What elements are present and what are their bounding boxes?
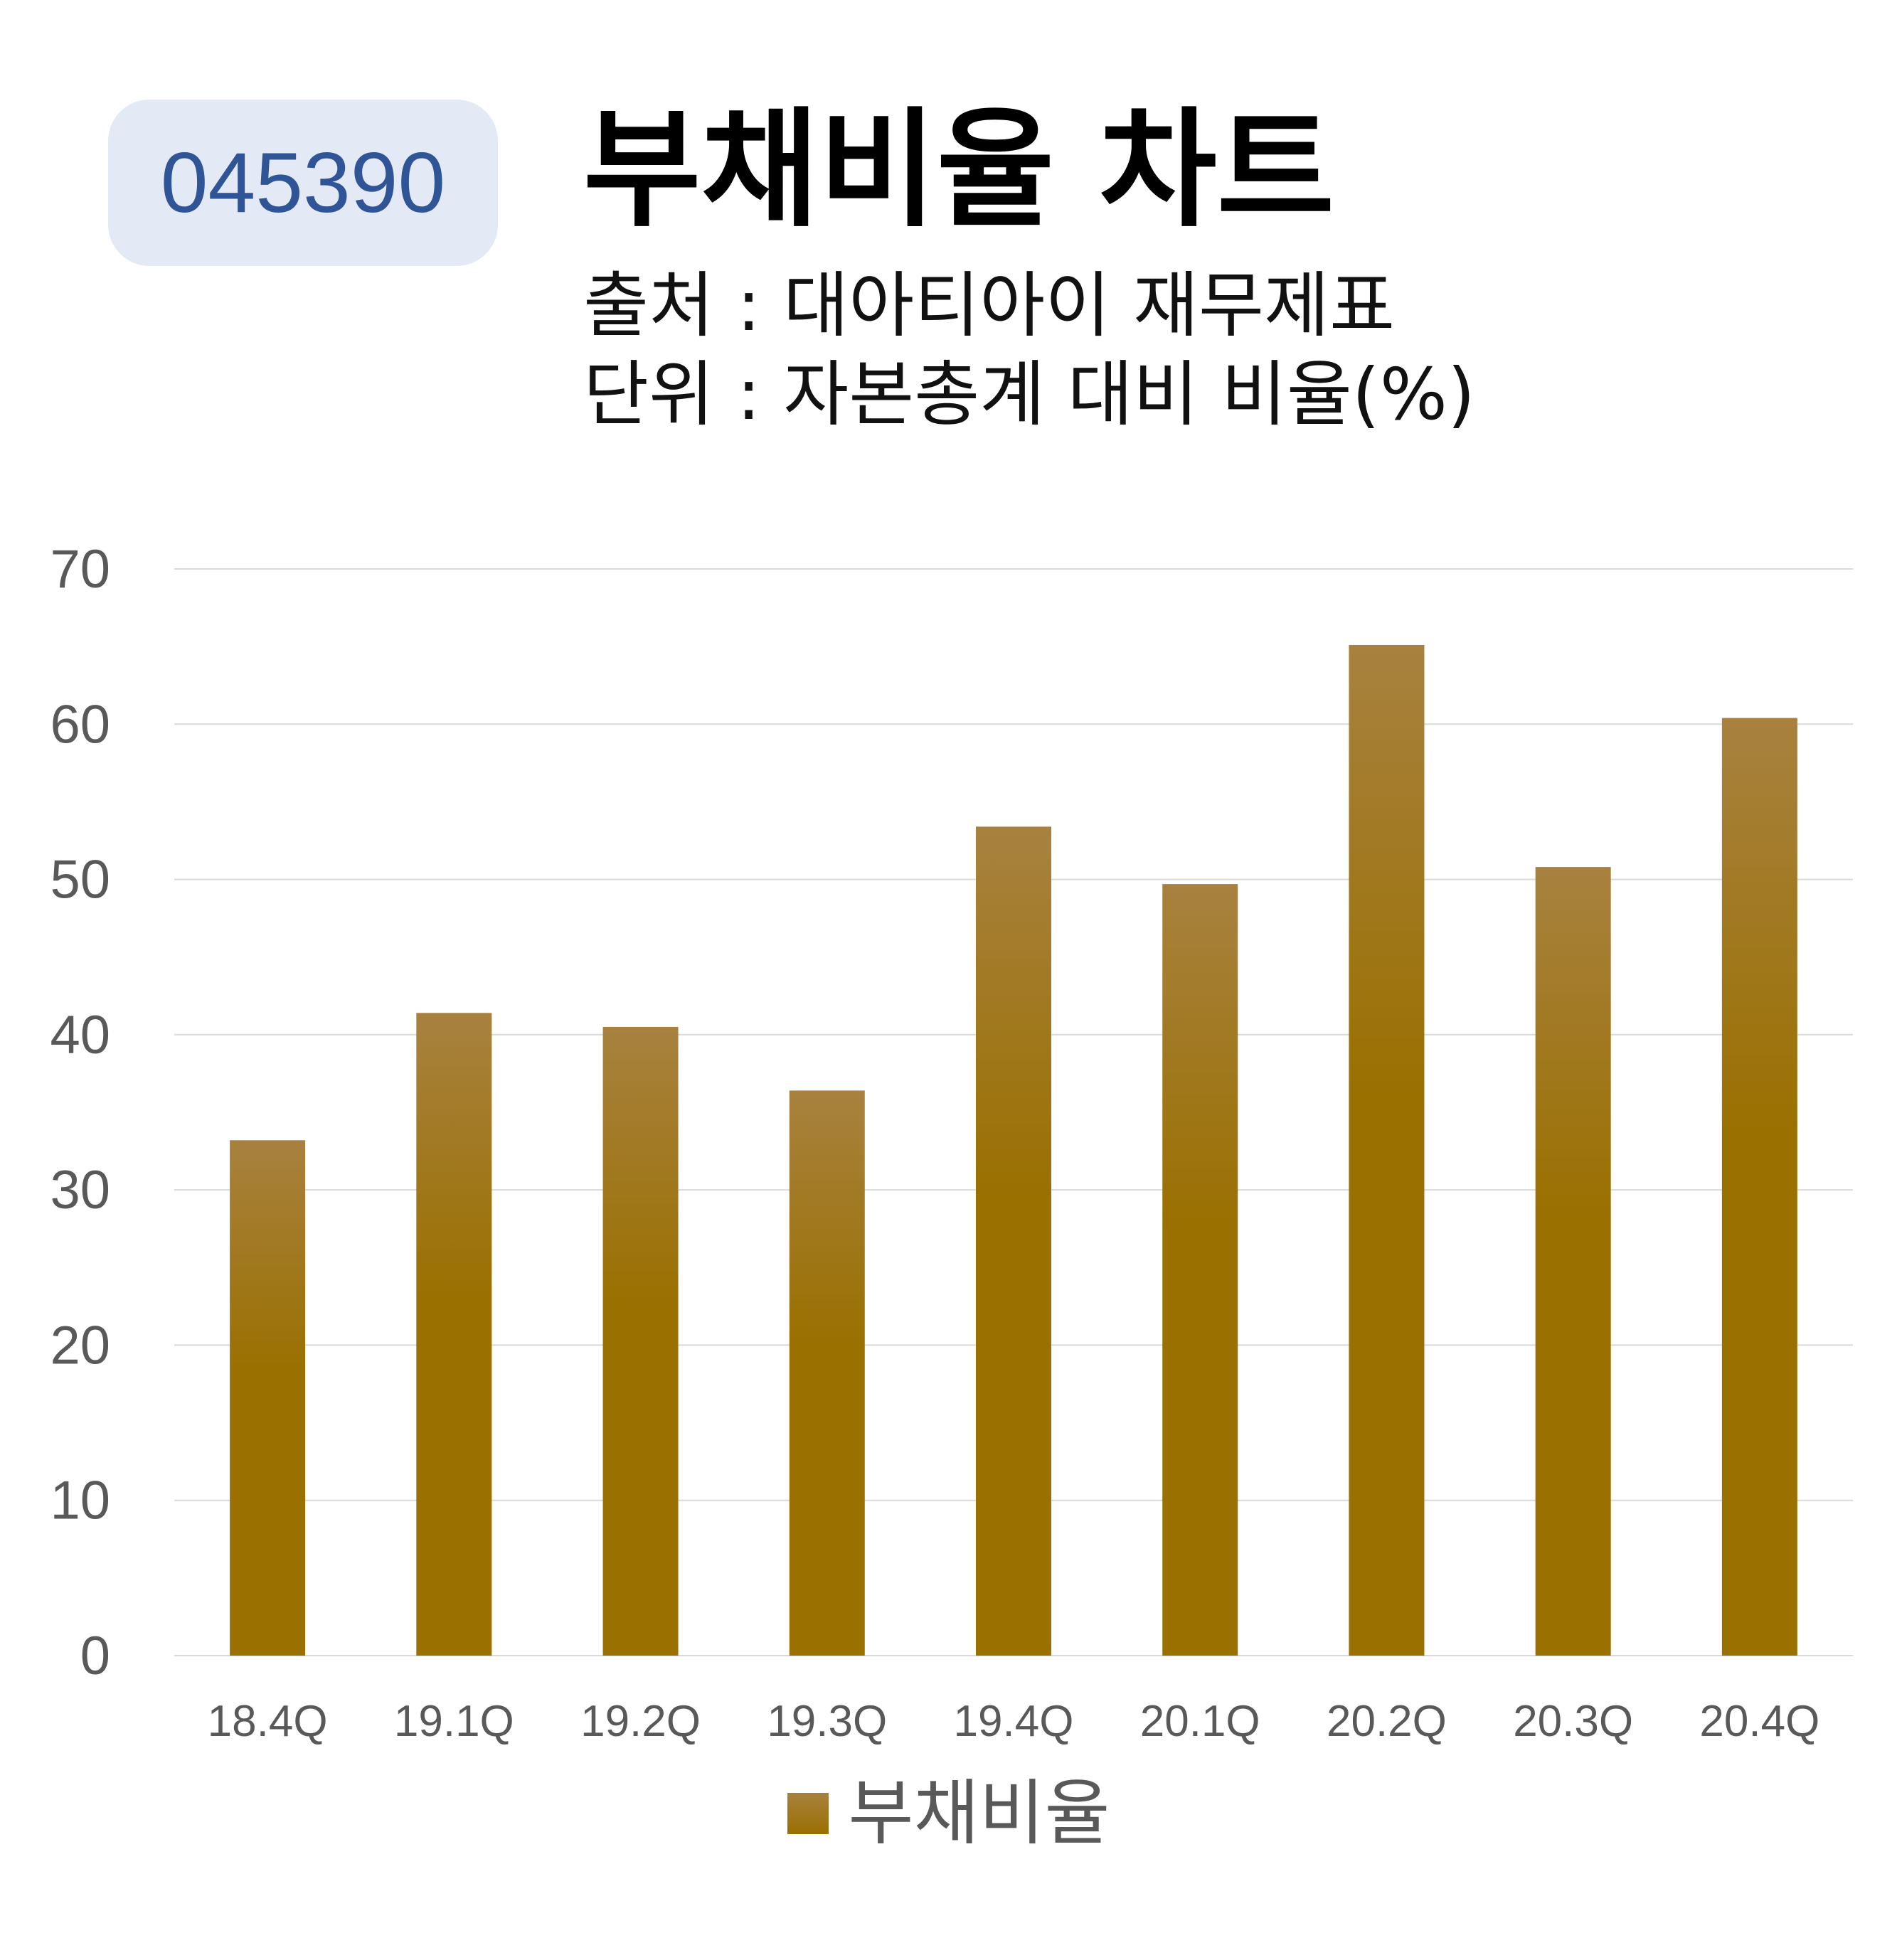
bar bbox=[1721, 718, 1797, 1656]
y-tick-label: 70 bbox=[50, 539, 110, 600]
bar bbox=[1349, 644, 1425, 1656]
bar bbox=[1162, 884, 1238, 1656]
bar bbox=[416, 1013, 492, 1656]
x-tick-label: 20.4Q bbox=[1699, 1697, 1819, 1746]
bar bbox=[602, 1026, 679, 1656]
y-tick-label: 60 bbox=[50, 694, 110, 755]
legend: 부채비율 bbox=[0, 1778, 1897, 1849]
source-line: 출처 : 대아티아이 재무제표 bbox=[583, 264, 1396, 347]
legend-label: 부채비율 bbox=[848, 1772, 1110, 1855]
x-tick-label: 20.1Q bbox=[1140, 1697, 1260, 1746]
y-tick-label: 20 bbox=[50, 1315, 110, 1375]
y-axis-ticks: 0 10 20 30 40 50 60 70 bbox=[50, 539, 110, 1686]
x-tick-label: 19.2Q bbox=[580, 1697, 701, 1746]
y-tick-label: 10 bbox=[50, 1471, 110, 1531]
stock-code: 045390 bbox=[160, 135, 446, 230]
x-axis-ticks: 18.4Q 19.1Q 19.2Q 19.3Q 19.4Q 20.1Q 20.2Q 20.3Q… bbox=[208, 1697, 1820, 1746]
bar bbox=[230, 1140, 306, 1656]
bar bbox=[1535, 867, 1611, 1656]
y-tick-label: 0 bbox=[80, 1626, 110, 1686]
bar bbox=[976, 826, 1051, 1656]
x-tick-label: 19.1Q bbox=[394, 1697, 514, 1746]
x-tick-label: 20.2Q bbox=[1327, 1697, 1447, 1746]
bars bbox=[230, 644, 1797, 1656]
unit-line: 단위 : 자본총계 대비 비율(%) bbox=[583, 353, 1475, 436]
x-tick-label: 18.4Q bbox=[208, 1697, 328, 1746]
stock-code-badge: 045390 bbox=[108, 100, 498, 266]
chart-title: 부채비율 차트 bbox=[583, 96, 1335, 245]
x-tick-label: 19.3Q bbox=[767, 1697, 887, 1746]
x-tick-label: 20.3Q bbox=[1513, 1697, 1633, 1746]
x-tick-label: 19.4Q bbox=[954, 1697, 1074, 1746]
y-tick-label: 40 bbox=[50, 1005, 110, 1065]
y-tick-label: 30 bbox=[50, 1160, 110, 1220]
bar bbox=[789, 1090, 865, 1656]
bar-chart: 0 10 20 30 40 50 60 70 18.4Q 19.1Q 19.2Q 19.3Q 19.4… bbox=[50, 539, 1853, 1746]
y-tick-label: 50 bbox=[50, 850, 110, 910]
legend-swatch bbox=[787, 1793, 829, 1834]
